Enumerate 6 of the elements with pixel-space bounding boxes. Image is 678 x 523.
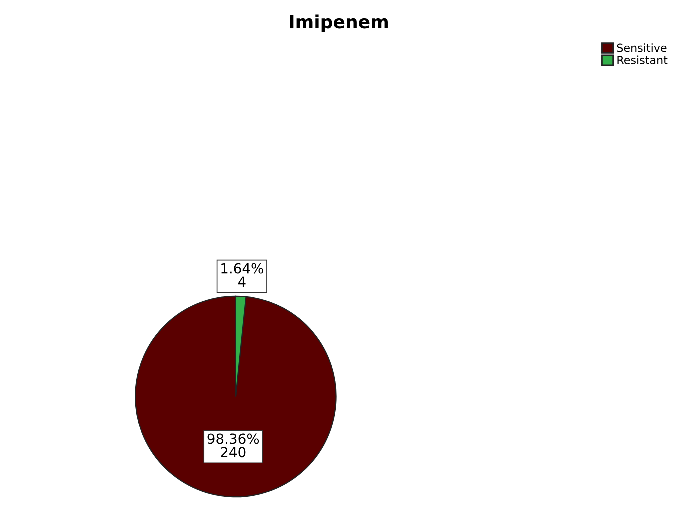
data-label: 98.36% 240 xyxy=(208,434,260,458)
legend-label: Resistant xyxy=(618,56,668,64)
data-label: 1.64% 4 xyxy=(222,263,264,288)
pie-slice xyxy=(135,296,337,498)
legend-label: Sensitive xyxy=(617,44,667,52)
chart-title: Imipenem xyxy=(290,14,388,32)
